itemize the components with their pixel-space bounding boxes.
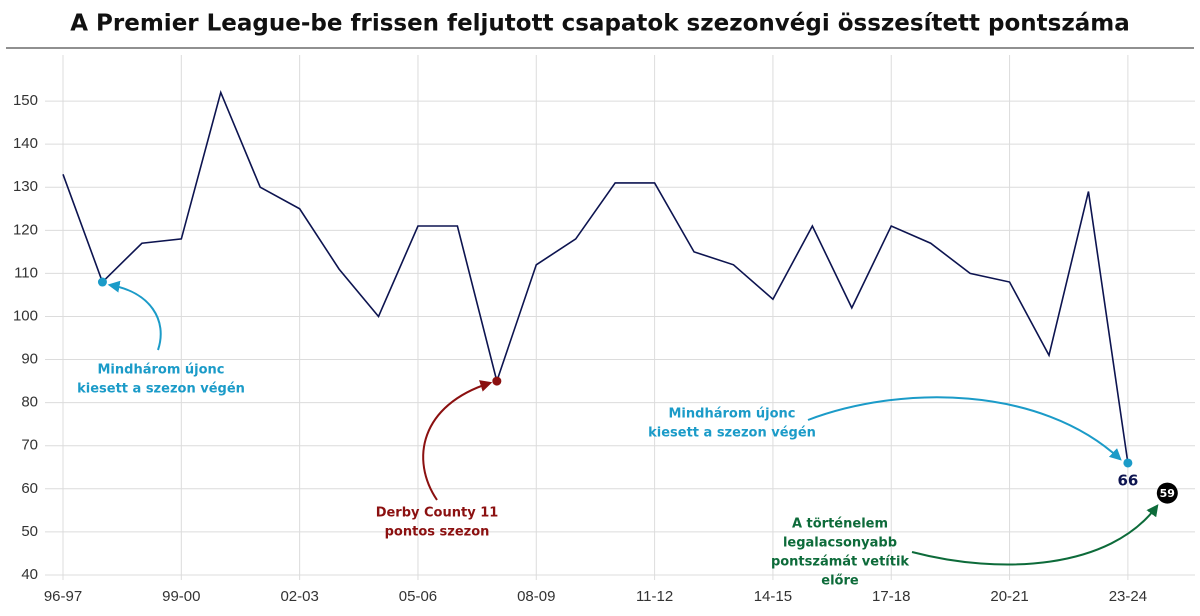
annotation-arrow (422, 380, 493, 501)
x-tick-label: 96-97 (44, 588, 82, 605)
y-tick-label: 80 (21, 394, 38, 411)
annotation-text: A történelem (792, 517, 888, 532)
annotation-text: kiesett a szezon végén (648, 426, 816, 441)
annotation-arrow (911, 504, 1159, 566)
chart-title: A Premier League-be frissen feljutott cs… (70, 11, 1130, 37)
series-line (62, 89, 1129, 464)
annotation-text: Derby County 11 (376, 506, 499, 521)
y-tick-label: 100 (13, 307, 38, 324)
annotation-text: kiesett a szezon végén (77, 382, 245, 397)
x-tick-label: 20-21 (990, 588, 1028, 605)
y-tick-label: 130 (13, 178, 38, 195)
x-tick-label: 11-12 (636, 588, 673, 605)
annotation-text: legalacsonyabb (783, 536, 897, 551)
y-tick-label: 60 (21, 480, 38, 497)
annotation-text: Mindhárom újonc (98, 363, 225, 378)
data-label: 66 (1117, 471, 1138, 489)
annotation-arrow (107, 280, 162, 351)
x-tick-label: 17-18 (872, 588, 910, 605)
y-tick-label: 90 (21, 351, 38, 368)
annotation-text: Mindhárom újonc (669, 407, 796, 422)
y-tick-label: 70 (21, 437, 38, 454)
annotation-text: pontos szezon (385, 525, 490, 540)
projection-point (1156, 482, 1178, 504)
annotation-text: pontszámát vetítik (771, 555, 909, 570)
highlight-point (1123, 458, 1133, 468)
x-tick-label: 08-09 (517, 588, 555, 605)
y-tick-label: 120 (13, 221, 38, 238)
x-tick-label: 02-03 (280, 588, 318, 605)
x-tick-label: 23-24 (1109, 588, 1147, 605)
y-tick-label: 40 (21, 566, 38, 583)
annotation-arrow (807, 396, 1122, 461)
y-tick-label: 110 (14, 264, 38, 281)
y-tick-label: 150 (13, 92, 38, 109)
x-tick-label: 05-06 (399, 588, 437, 605)
highlight-point (97, 277, 107, 287)
x-tick-label: 99-00 (162, 588, 200, 605)
x-tick-label: 14-15 (754, 588, 792, 605)
annotation-text: előre (821, 574, 859, 589)
y-tick-label: 140 (13, 135, 38, 152)
highlight-point (492, 376, 502, 386)
y-tick-label: 50 (21, 523, 38, 540)
projection-label: 59 (1160, 487, 1175, 500)
